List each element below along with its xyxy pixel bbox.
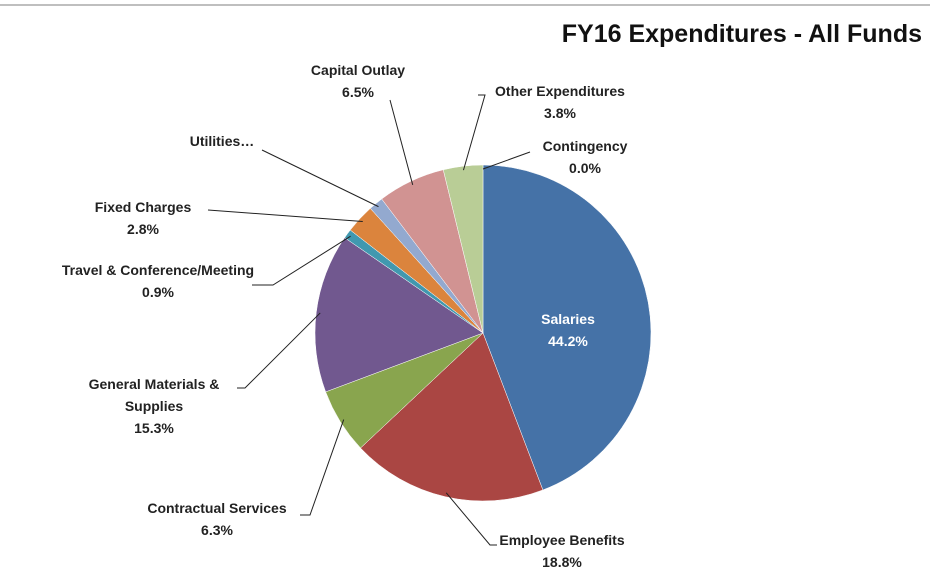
slice-name: Salaries bbox=[541, 311, 595, 327]
leader-line bbox=[389, 99, 414, 185]
slice-value: 0.0% bbox=[569, 160, 601, 176]
slice-name: Fixed Charges bbox=[94, 199, 192, 215]
slice-name: Other Expenditures bbox=[495, 83, 625, 99]
slice-label: Fixed Charges 2.8% bbox=[73, 196, 213, 240]
slice-label: Utilities… bbox=[162, 130, 282, 152]
pie-slice bbox=[482, 164, 652, 491]
pie-slice bbox=[314, 237, 484, 393]
slice-value: 18.8% bbox=[542, 554, 582, 570]
slice-name: Employee Benefits bbox=[499, 532, 625, 548]
leader-line bbox=[252, 235, 351, 286]
leader-line bbox=[445, 492, 497, 546]
slice-label: Salaries 44.2% bbox=[508, 308, 628, 352]
chart-title: FY16 Expenditures - All Funds bbox=[561, 20, 922, 48]
slice-label: Employee Benefits 18.8% bbox=[482, 529, 642, 573]
slice-value: 44.2% bbox=[548, 333, 588, 349]
pie-slice bbox=[360, 332, 544, 502]
slice-value: 6.3% bbox=[201, 522, 233, 538]
pie-slice bbox=[442, 164, 484, 334]
leader-line bbox=[207, 209, 363, 222]
leader-line bbox=[462, 94, 486, 171]
slice-value: 15.3% bbox=[134, 420, 174, 436]
slice-label: Contingency 0.0% bbox=[525, 135, 645, 179]
slice-name: Travel & Conference/Meeting bbox=[61, 262, 255, 278]
slice-name: Capital Outlay bbox=[310, 62, 406, 78]
slice-label: Other Expenditures 3.8% bbox=[475, 80, 645, 124]
slice-name: Contractual Services bbox=[147, 500, 287, 516]
leader-line bbox=[237, 312, 321, 389]
slice-value: 2.8% bbox=[127, 221, 159, 237]
slice-label: Travel & Conference/Meeting 0.9% bbox=[33, 259, 283, 303]
leader-line bbox=[482, 151, 531, 170]
leader-line bbox=[261, 149, 379, 208]
leader-line bbox=[300, 419, 345, 516]
slice-label: General Materials & Supplies 15.3% bbox=[69, 373, 239, 439]
slice-name: Utilities… bbox=[189, 133, 255, 149]
slice-label: Capital Outlay 6.5% bbox=[293, 59, 423, 103]
slice-value: 6.5% bbox=[342, 84, 374, 100]
slice-value: 0.9% bbox=[142, 284, 174, 300]
slice-value: 3.8% bbox=[544, 105, 576, 121]
slice-name: Contingency bbox=[542, 138, 628, 154]
slice-label: Contractual Services 6.3% bbox=[132, 497, 302, 541]
slice-name: General Materials & Supplies bbox=[88, 376, 220, 414]
